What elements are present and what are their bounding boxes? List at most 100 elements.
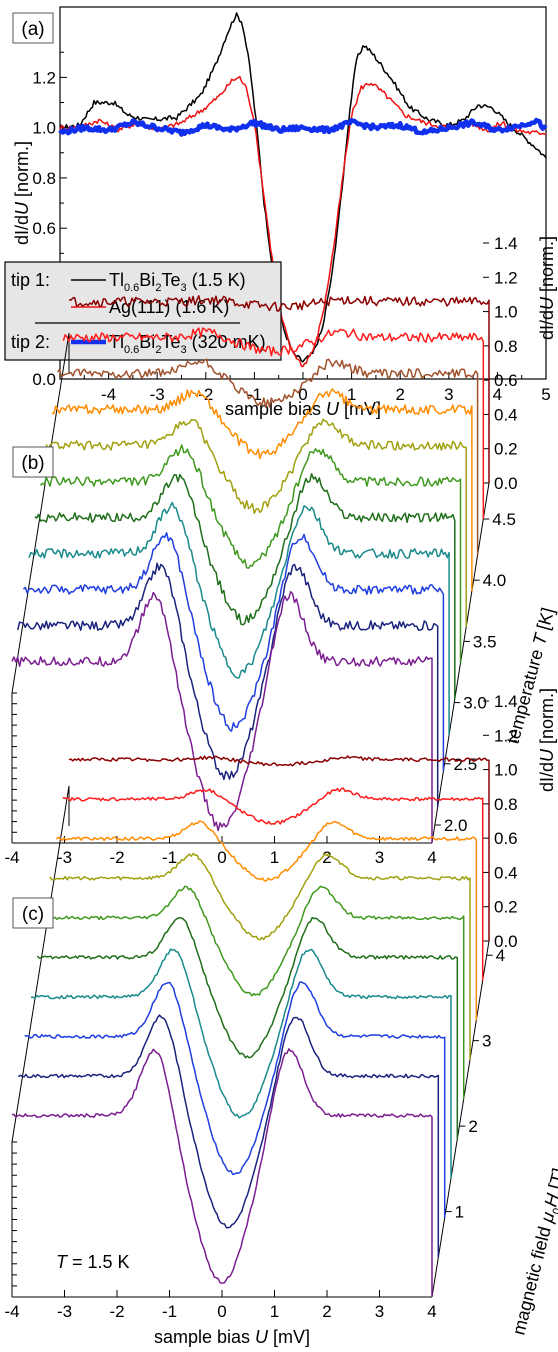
panel-c-x-label: sample bias U [mV] — [154, 1327, 310, 1347]
x-tick-label: -4 — [4, 1302, 19, 1321]
series-line-1 — [11, 590, 433, 843]
z-tick-label: 2.0 — [444, 816, 468, 835]
x-tick-label: -3 — [57, 1302, 72, 1321]
panel-b-tag: (b) — [21, 453, 44, 474]
y-tick-label: 0.6 — [32, 219, 56, 238]
series-line-11 — [68, 295, 490, 483]
y-tick-label: 1.2 — [494, 726, 518, 745]
x-tick-label: 3 — [444, 385, 453, 404]
series-line-1 — [11, 1048, 433, 1297]
x-tick-label: -1 — [162, 848, 177, 867]
z-tick-label: 2 — [468, 1117, 477, 1136]
y-tick-label: 1.4 — [494, 234, 518, 253]
panel-c-y-label: dI/dU [norm.] — [537, 688, 557, 792]
y-tick-label: 0.2 — [494, 898, 518, 917]
panel-a-series — [58, 12, 548, 368]
legend-tip1-label: tip 1: — [11, 270, 50, 290]
y-tick-label: 0.0 — [494, 932, 518, 951]
series-line-5 — [34, 473, 456, 699]
legend-entry-1: Tl0.6Bi2Te3 (1.5 K) — [109, 270, 246, 294]
x-tick-label: 3 — [375, 848, 384, 867]
y-tick-label: 1.2 — [494, 268, 518, 287]
top-depth-axis — [11, 332, 70, 694]
z-tick-label: 3.0 — [463, 694, 487, 713]
x-tick-label: -3 — [150, 385, 165, 404]
x-tick-label: 2 — [395, 385, 404, 404]
z-tick-label: 4.5 — [492, 510, 516, 529]
x-tick-label: 0 — [217, 1302, 226, 1321]
series-line-8 — [51, 388, 473, 591]
series-line-3 — [58, 117, 548, 137]
y-tick-label: 0.0 — [32, 370, 56, 389]
x-tick-label: 2 — [322, 1302, 331, 1321]
x-tick-label: -1 — [162, 1302, 177, 1321]
series-line-8 — [55, 820, 478, 1021]
x-tick-label: 2 — [322, 848, 331, 867]
x-tick-label: -3 — [57, 848, 72, 867]
z-tick-label: 1 — [455, 1203, 464, 1222]
depth-axis — [431, 940, 490, 1298]
x-tick-label: 1 — [270, 848, 279, 867]
y-tick-label: 0.6 — [494, 371, 518, 390]
panel-a-tag-box — [12, 12, 54, 44]
x-tick-label: -2 — [198, 385, 213, 404]
y-tick-label: 0.8 — [494, 795, 518, 814]
x-tick-label: -1 — [247, 385, 262, 404]
y-tick-label: 0.6 — [494, 829, 518, 848]
top-depth-axis — [11, 785, 70, 1143]
x-tick-label: 3 — [375, 1302, 384, 1321]
series-line-10 — [62, 327, 485, 519]
series-line-9 — [62, 787, 484, 981]
x-tick-label: 5 — [541, 385, 550, 404]
series-line-4 — [28, 501, 450, 735]
series-line-4 — [30, 948, 452, 1179]
series-line-2 — [17, 1014, 440, 1258]
series-line-10 — [68, 755, 490, 941]
panel-b-tag-box — [12, 446, 54, 478]
panel-a-x-axis: -4 -3 -2 -1 0 1 2 3 4 5 — [83, 372, 551, 404]
panel-b-waterfall-chart: -4 -3 -2 -1 0 1 2 3 4 0.0 0.2 0.4 0.6 0.8 1.0 1.2 1.4 2.0… — [4, 234, 558, 867]
y-tick-label: 0.4 — [494, 863, 518, 882]
y-tick-label: 1.0 — [32, 119, 56, 138]
x-tick-label: 4 — [427, 1302, 436, 1321]
series-line-2 — [16, 562, 439, 807]
series-line-6 — [39, 444, 462, 663]
legend-tip2-label: tip 2: — [11, 332, 50, 352]
z-tick-label: 3 — [482, 1032, 491, 1051]
panel-b-y-label: dI/dU [norm.] — [537, 236, 557, 340]
z-tick-label: 4 — [496, 946, 505, 965]
y-tick-label: 0.8 — [32, 169, 56, 188]
x-tick-label: 1 — [347, 385, 356, 404]
z-tick-label: 2.5 — [454, 755, 478, 774]
x-tick-label: 4 — [427, 848, 436, 867]
series-line-7 — [49, 852, 471, 1060]
z-tick-label: 3.5 — [473, 632, 497, 651]
x-tick-label: 0 — [298, 385, 307, 404]
series-line-3 — [24, 981, 446, 1218]
y-tick-label: 0.2 — [494, 440, 518, 459]
panel-c-waterfall-chart: -4 -3 -2 -1 0 1 2 3 40.00.20.40.60.81.01.21.4123… — [4, 688, 558, 1347]
panel-a-tag: (a) — [21, 19, 44, 40]
panel-a-y-label: dI/dU [norm.] — [12, 141, 32, 245]
series-line-3 — [22, 532, 445, 771]
series-line-1 — [59, 12, 547, 363]
panel-c-z-label: magnetic field μ0H [T] — [508, 1166, 558, 1338]
y-tick-label: 1.4 — [494, 692, 518, 711]
x-tick-label: -4 — [4, 848, 19, 867]
z-tick-label: 4.0 — [483, 571, 507, 590]
y-tick-label: 0.4 — [494, 405, 518, 424]
series-line-9 — [57, 358, 479, 555]
panel-c-tag: (c) — [22, 904, 44, 925]
series-line-5 — [36, 916, 459, 1139]
panel-c-annotation: T = 1.5 K — [56, 1252, 130, 1272]
x-tick-label: 1 — [270, 1302, 279, 1321]
panel-c-tag-box — [12, 897, 54, 929]
x-tick-label: 4 — [493, 385, 502, 404]
y-tick-label: 0.0 — [494, 474, 518, 493]
legend-entry-2: Ag(111) (1.6 K) — [109, 297, 229, 317]
y-tick-label: 1.2 — [32, 68, 56, 87]
x-tick-label: -4 — [101, 385, 116, 404]
x-tick-label: -2 — [109, 848, 124, 867]
